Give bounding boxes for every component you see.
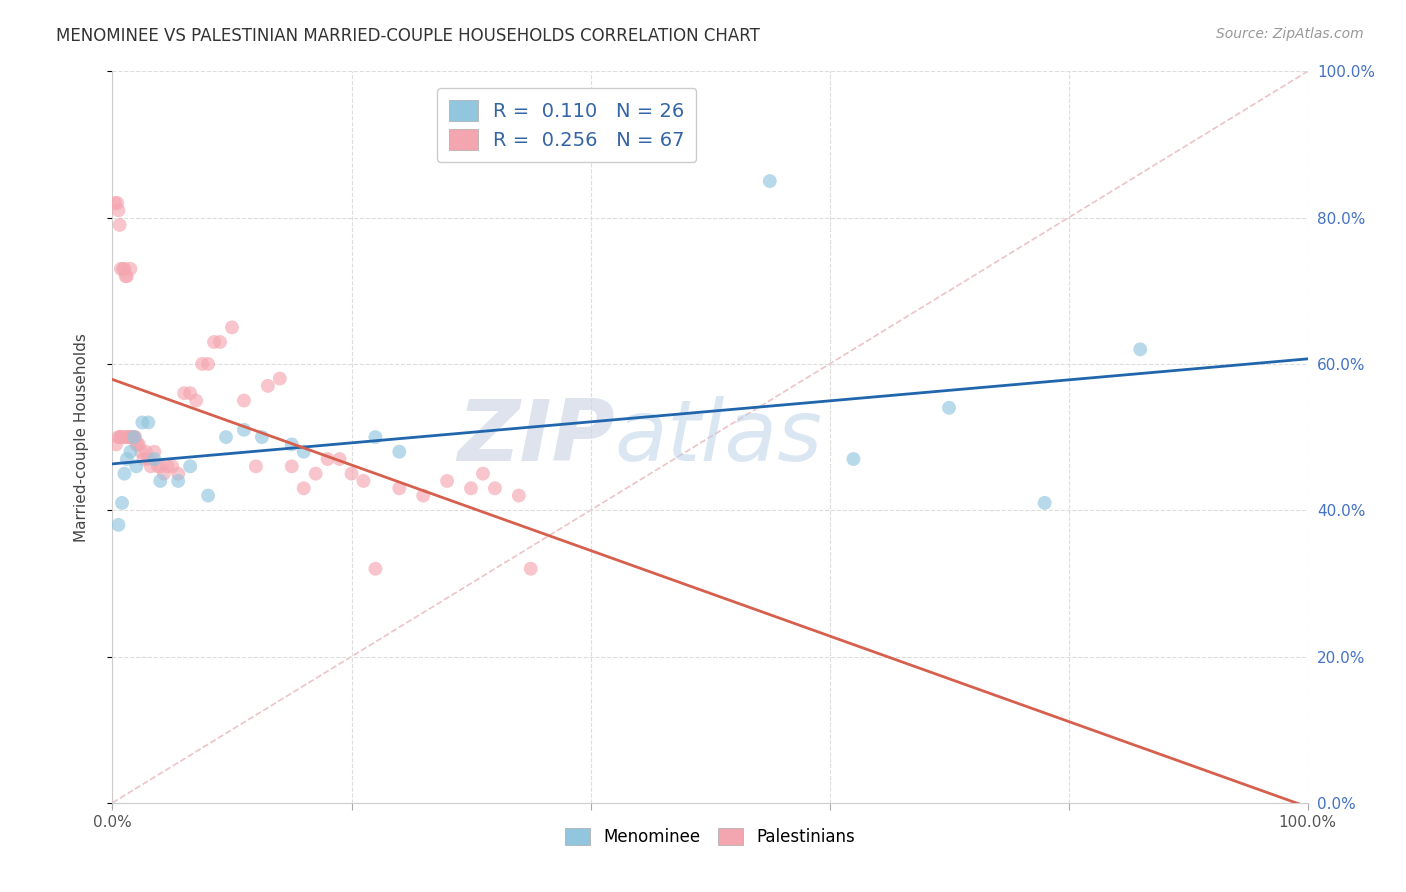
Legend: Menominee, Palestinians: Menominee, Palestinians [558,822,862,853]
Point [108,430,131,444]
Point [143,452,166,467]
Point [114,467,135,481]
Point [111,496,134,510]
Point [197,357,219,371]
Point [120,430,142,444]
Point [162,459,183,474]
Point [131,416,153,430]
Point [202,334,225,349]
Point [436,474,458,488]
Point [111,430,134,444]
Point [842,452,865,467]
Point [250,430,273,444]
Point [121,430,143,444]
Point [472,467,495,481]
Point [292,481,315,495]
Point [186,393,208,408]
Point [107,203,129,218]
Point [114,269,136,284]
Point [149,459,172,474]
Point [117,430,139,444]
Point [329,452,352,467]
Point [364,562,387,576]
Point [120,261,142,276]
Point [938,401,960,415]
Point [115,269,138,284]
Point [122,430,145,444]
Point [233,393,256,408]
Point [1033,496,1056,510]
Point [269,371,291,385]
Point [108,218,131,232]
Point [520,562,543,576]
Point [110,261,132,276]
Text: ZIP: ZIP [457,395,614,479]
Point [149,474,172,488]
Text: MENOMINEE VS PALESTINIAN MARRIED-COUPLE HOUSEHOLDS CORRELATION CHART: MENOMINEE VS PALESTINIAN MARRIED-COUPLE … [56,27,761,45]
Point [120,444,142,458]
Point [114,430,135,444]
Point [135,444,157,458]
Point [121,430,143,444]
Point [388,444,411,458]
Point [143,444,166,458]
Point [281,437,304,451]
Point [153,467,176,481]
Y-axis label: Married-couple Households: Married-couple Households [75,333,89,541]
Point [104,196,127,211]
Text: Source: ZipAtlas.com: Source: ZipAtlas.com [1216,27,1364,41]
Point [508,489,530,503]
Point [245,459,267,474]
Point [156,459,179,474]
Point [215,430,238,444]
Point [364,430,387,444]
Point [484,481,506,495]
Point [257,379,280,393]
Point [118,430,141,444]
Point [129,444,152,458]
Point [197,489,219,503]
Point [167,467,190,481]
Point [122,430,145,444]
Point [110,430,132,444]
Point [759,174,782,188]
Point [115,452,138,467]
Point [114,261,135,276]
Point [1129,343,1152,357]
Point [412,489,434,503]
Point [125,437,148,451]
Point [107,517,129,532]
Point [115,430,138,444]
Point [340,467,363,481]
Point [191,357,214,371]
Point [388,481,411,495]
Text: atlas: atlas [614,395,823,479]
Point [146,459,169,474]
Point [179,459,201,474]
Point [138,416,160,430]
Point [107,430,129,444]
Point [460,481,482,495]
Point [305,467,328,481]
Point [132,452,155,467]
Point [221,320,243,334]
Point [352,474,374,488]
Point [233,423,256,437]
Point [112,261,135,276]
Point [124,430,146,444]
Point [167,474,190,488]
Point [139,459,162,474]
Point [128,437,150,451]
Point [105,437,128,451]
Point [105,196,128,211]
Point [173,386,195,401]
Point [138,452,160,467]
Point [209,334,232,349]
Point [292,444,315,458]
Point [281,459,304,474]
Point [179,386,201,401]
Point [127,437,149,451]
Point [316,452,339,467]
Point [125,459,148,474]
